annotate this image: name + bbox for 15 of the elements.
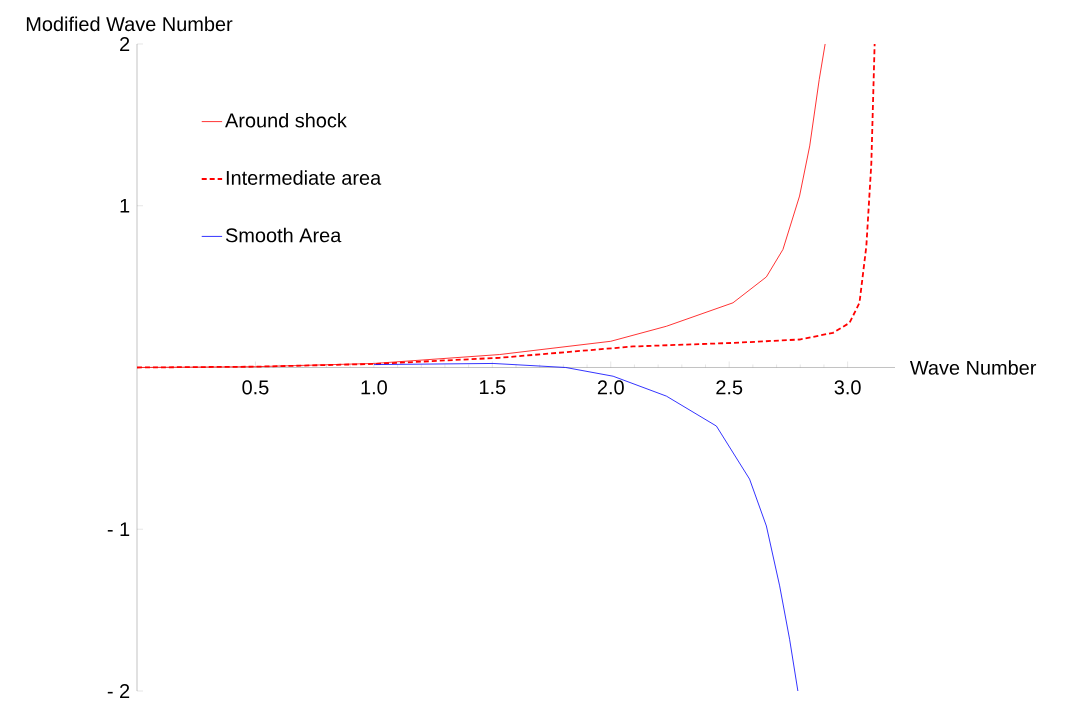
x-axis-title: Wave Number [909,360,1037,375]
x-tick-label: 1.5 [479,380,506,395]
y-tick-label: - 2 [107,684,130,698]
x-tick-label: 2.0 [597,380,624,395]
x-tick-label: 3.0 [834,380,861,395]
x-tick-label: 1.0 [361,380,387,395]
x-tick-label: 0.5 [242,380,269,395]
legend-label: Smooth Area [225,227,342,243]
y-tick-label: 1 [120,198,130,213]
y-tick-label: - 1 [107,522,130,537]
y-tick-label: 2 [120,37,130,51]
x-tick-label: 2.5 [716,380,743,395]
legend-label: Intermediate area [226,170,382,185]
y-axis-title: Modified Wave Number [26,16,233,32]
legend-label: Around shock [225,112,347,128]
